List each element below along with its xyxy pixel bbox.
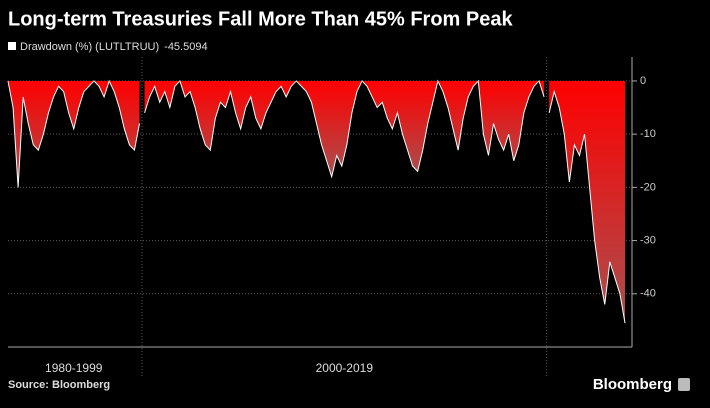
y-tick-label: 0: [640, 75, 646, 87]
source: Source: Bloomberg: [8, 379, 110, 391]
y-tick-label: -20: [640, 181, 656, 193]
area: [144, 80, 545, 177]
y-tick-label: -40: [640, 288, 656, 300]
area: [8, 80, 140, 188]
brand-icon: [678, 378, 690, 391]
legend-value: -45.5094: [164, 41, 207, 53]
legend-swatch: [8, 42, 16, 50]
x-category-label: 2000-2019: [316, 361, 374, 375]
legend-label: Drawdown (%) (LUTLTRUU): [20, 41, 159, 53]
area-edge: [7, 79, 140, 188]
area-edge: [144, 79, 545, 179]
area-edge: [548, 89, 626, 324]
brand: Bloomberg: [593, 376, 672, 393]
x-category-label: 1980-1999: [45, 361, 103, 375]
area: [549, 80, 625, 324]
y-tick-label: -10: [640, 128, 656, 140]
y-tick-label: -30: [640, 234, 656, 246]
chart-title: Long-term Treasuries Fall More Than 45% …: [8, 8, 513, 30]
